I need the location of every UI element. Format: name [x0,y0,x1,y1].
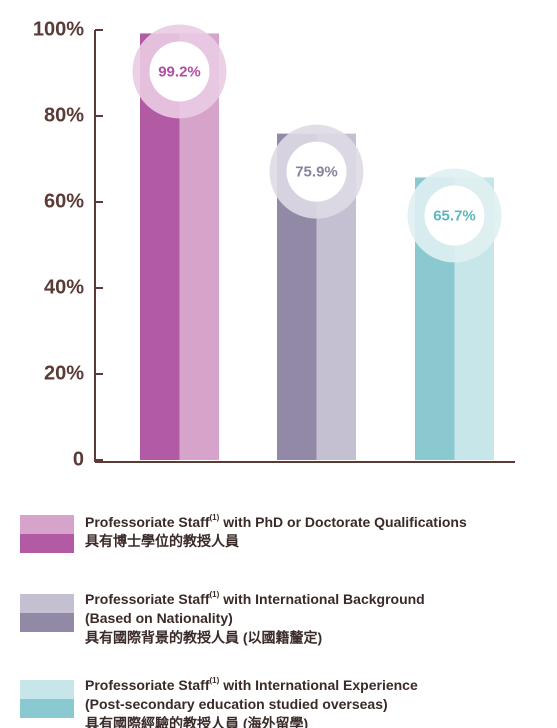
value-label: 75.9% [295,164,338,181]
legend-text: with International Experience [222,677,418,693]
legend-swatch-dark [20,699,74,718]
bar-group: 99.2% [132,24,227,460]
value-label: 65.7% [433,207,476,224]
legend-swatch-dark [20,534,74,553]
value-label: 99.2% [158,63,201,80]
legend-swatch-light [20,594,74,613]
value-badge [149,41,210,102]
y-tick-label: 40% [44,276,84,298]
y-tick-label: 80% [44,104,84,126]
legend-label: Professoriate Staff(1) with International… [85,590,425,607]
y-tick-label: 60% [44,190,84,212]
value-badge [286,141,347,202]
legend-prefix: Professoriate Staff [85,677,210,693]
legend-swatch-dark [20,613,74,632]
legend-note: (1) [209,590,219,599]
y-tick-label: 0 [73,448,84,470]
legend-prefix: Professoriate Staff [85,591,210,607]
legend-label: 具有國際經驗的教授人員 (海外留學) [84,716,308,728]
legend-text: with International Background [222,591,424,607]
legend-label: (Post-secondary education studied overse… [85,696,388,712]
bar-group: 65.7% [407,168,502,461]
legend-label: 具有博士學位的教授人員 [84,533,239,549]
legend-note: (1) [209,676,219,685]
legend-label: 具有國際背景的教授人員 (以國籍釐定) [84,630,322,646]
y-tick-label: 100% [33,18,84,40]
legend-label: Professoriate Staff(1) with International… [85,676,418,693]
legend-swatch-light [20,515,74,534]
legend-label: (Based on Nationality) [85,610,233,626]
value-badge [424,185,485,246]
legend-text: with PhD or Doctorate Qualifications [222,514,467,530]
bar-group: 75.9% [269,124,364,460]
legend-label: Professoriate Staff(1) with PhD or Doctor… [85,513,467,530]
y-tick-label: 20% [44,362,84,384]
legend-swatch-light [20,680,74,699]
legend-note: (1) [209,513,219,522]
legend-prefix: Professoriate Staff [85,514,210,530]
